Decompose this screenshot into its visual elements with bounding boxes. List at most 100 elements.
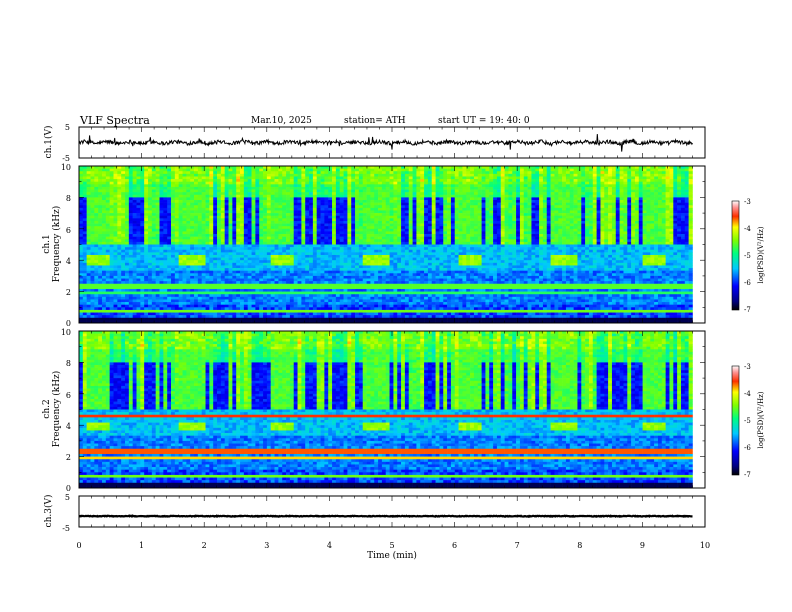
spectrogram-cell [347,197,351,200]
spectrogram-cell [137,195,141,198]
spectrogram-cell [271,203,275,206]
spectrogram-cell [133,242,137,245]
spectrogram-cell [137,210,141,213]
spectrogram-cell [240,307,244,310]
spectrogram-cell [198,276,202,279]
spectrogram-cell [324,182,328,185]
spectrogram-cell [240,260,244,263]
spectrogram-cell [144,289,148,292]
spectrogram-cell [206,216,210,219]
spectrogram-cell [386,242,390,245]
spectrogram-cell [217,224,221,227]
spectrogram-cell [232,226,236,229]
spectrogram-cell [336,176,340,179]
spectrogram-cell [163,218,167,221]
spectrogram-cell [290,205,294,208]
spectrogram-cell [125,302,129,305]
spectrogram-cell [91,302,95,305]
spectrogram-cell [217,245,221,248]
spectrogram-cell [386,258,390,261]
spectrogram-cell [175,192,179,195]
spectrogram-cell [110,218,114,221]
spectrogram-cell [305,315,309,318]
spectrogram-cell [282,297,286,300]
spectrogram-cell [229,258,233,261]
spectrogram-cell [232,310,236,313]
spectrogram-cell [209,292,213,295]
spectrogram-cell [125,307,129,310]
spectrogram-cell [206,250,210,253]
spectrogram-cell [282,216,286,219]
spectrogram-cell [198,237,202,240]
spectrogram-cell [163,242,167,245]
spectrogram-cell [317,187,321,190]
spectrogram-cell [198,299,202,302]
spectrogram-cell [133,284,137,287]
spectrogram-cell [167,203,171,206]
spectrogram-cell [206,307,210,310]
spectrogram-cell [321,260,325,263]
spectrogram-cell [370,208,374,211]
spectrogram-cell [248,171,252,174]
spectrogram-cell [344,187,348,190]
spectrogram-cell [378,313,382,316]
spectrogram-cell [367,239,371,242]
spectrogram-cell [171,307,175,310]
spectrogram-cell [328,258,332,261]
spectrogram-cell [160,302,164,305]
spectrogram-cell [186,176,190,179]
spectrogram-cell [129,292,133,295]
spectrogram-cell [91,276,95,279]
spectrogram-cell [313,226,317,229]
spectrogram-cell [179,179,183,182]
spectrogram-cell [125,208,129,211]
spectrogram-cell [347,190,351,193]
spectrogram-cell [244,250,248,253]
spectrogram-cell [206,203,210,206]
spectrogram-cell [244,234,248,237]
spectrogram-cell [144,187,148,190]
spectrogram-cell [148,197,152,200]
spectrogram-cell [163,307,167,310]
spectrogram-cell [83,224,87,227]
spectrogram-cell [267,190,271,193]
spectrogram-cell [175,229,179,232]
spectrogram-cell [236,176,240,179]
spectrogram-cell [305,265,309,268]
spectrogram-cell [190,284,194,287]
spectrogram-cell [344,218,348,221]
spectrogram-cell [175,310,179,313]
spectrogram-cell [171,195,175,198]
spectrogram-cell [286,310,290,313]
spectrogram-cell [347,231,351,234]
spectrogram-cell [374,310,378,313]
spectrogram-cell [328,176,332,179]
spectrogram-cell [94,179,98,182]
spectrogram-cell [240,210,244,213]
spectrogram-cell [94,169,98,172]
spectrogram-cell [121,292,125,295]
spectrogram-cell [140,271,144,274]
spectrogram-cell [290,279,294,282]
spectrogram-cell [186,226,190,229]
spectrogram-cell [309,229,313,232]
spectrogram-cell [167,171,171,174]
spectrogram-cell [179,195,183,198]
spectrogram-cell [367,210,371,213]
spectrogram-cell [133,239,137,242]
spectrogram-cell [275,237,279,240]
spectrogram-cell [117,224,121,227]
spectrogram-cell [229,176,233,179]
spectrogram-cell [186,260,190,263]
spectrogram-cell [202,273,206,276]
spectrogram-cell [313,265,317,268]
spectrogram-cell [305,305,309,308]
spectrogram-cell [259,224,263,227]
spectrogram-cell [317,203,321,206]
spectrogram-cell [148,279,152,282]
spectrogram-cell [175,294,179,297]
spectrogram-cell [152,237,156,240]
spectrogram-cell [317,216,321,219]
spectrogram-cell [94,247,98,250]
spectrogram-cell [137,226,141,229]
